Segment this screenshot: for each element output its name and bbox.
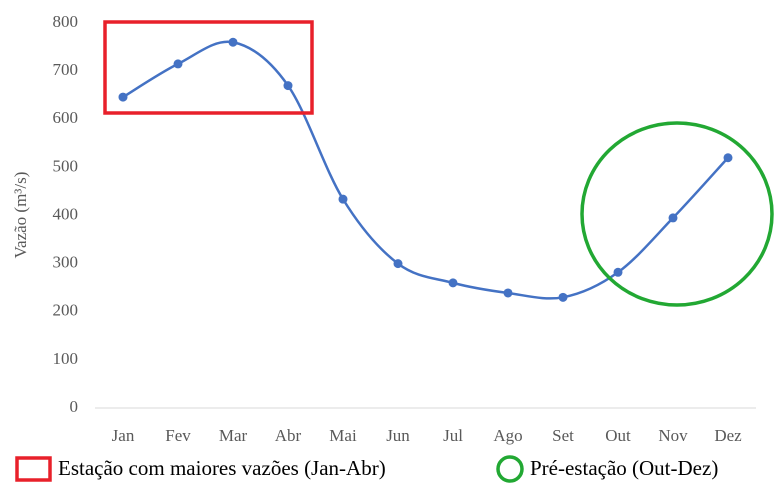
point: [283, 81, 293, 91]
y-tick-label: 100: [53, 349, 79, 368]
point: [393, 259, 403, 269]
x-tick-label: Nov: [658, 426, 688, 445]
legend-label: Pré-estação (Out-Dez): [530, 456, 718, 480]
point: [448, 278, 458, 288]
x-tick-label: Mai: [329, 426, 357, 445]
y-tick-label: 400: [53, 204, 79, 223]
y-tick-label: 200: [53, 301, 79, 320]
y-tick-label: 800: [53, 12, 79, 31]
x-tick-label: Ago: [493, 426, 522, 445]
point: [558, 292, 568, 302]
legend-circle: [496, 455, 524, 483]
point: [503, 288, 513, 298]
series-line: [122, 40, 729, 300]
point: [173, 59, 183, 69]
point: [613, 267, 623, 277]
y-tick-label: 0: [70, 397, 79, 416]
y-tick-label: 700: [53, 60, 79, 79]
x-tick-label: Fev: [165, 426, 191, 445]
highlight-circle: [580, 121, 774, 307]
y-tick-label: 300: [53, 253, 79, 272]
point: [118, 92, 128, 102]
highlight-rect: [103, 20, 314, 115]
x-tick-label: Dez: [714, 426, 742, 445]
x-tick-label: Abr: [275, 426, 302, 445]
y-tick-label: 500: [53, 156, 79, 175]
point: [668, 213, 678, 223]
point: [723, 153, 733, 163]
y-axis-label: Vazão (m³/s): [11, 172, 30, 259]
x-tick-label: Jun: [386, 426, 410, 445]
x-tick-label: Set: [552, 426, 574, 445]
y-tick-label: 600: [53, 108, 79, 127]
point: [338, 194, 348, 204]
x-tick-label: Jul: [443, 426, 463, 445]
legend-rect: [15, 456, 52, 482]
legend-label: Estação com maiores vazões (Jan-Abr): [58, 456, 386, 480]
point: [228, 37, 238, 47]
x-tick-label: Jan: [112, 426, 135, 445]
x-tick-label: Out: [605, 426, 631, 445]
x-tick-label: Mar: [219, 426, 248, 445]
